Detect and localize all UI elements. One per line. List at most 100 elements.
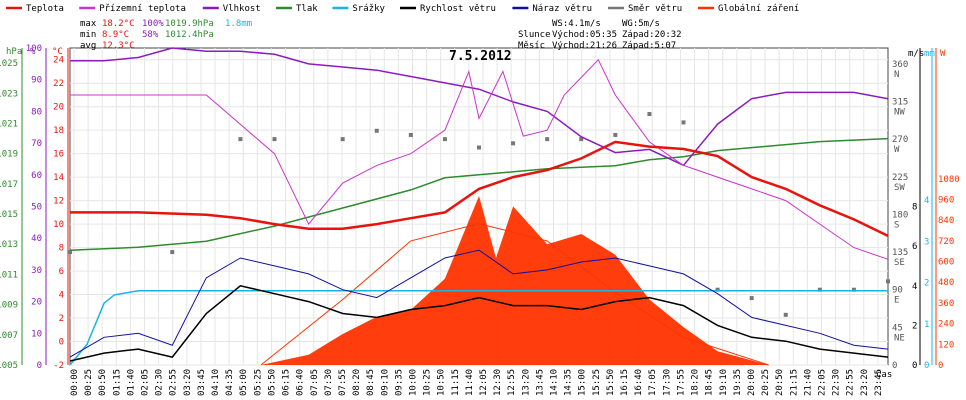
direction-tick-label: 135 (892, 248, 908, 258)
temperature-tick-label: 20 (53, 103, 64, 113)
wind-direction-point (647, 112, 652, 117)
pressure-tick-label: 1005 (0, 361, 18, 371)
chart-title: 7.5.2012 (449, 49, 512, 64)
radiation-tick-label: 120 (938, 340, 954, 350)
wind-axis-unit: m/s (908, 49, 924, 59)
x-tick-label: 14:35 (564, 369, 574, 396)
wind-direction-point (749, 296, 754, 301)
radiation-tick-label: 600 (938, 258, 954, 268)
stat-value: 1019.9hPa (165, 19, 214, 29)
legend-label: Teplota (26, 4, 64, 14)
direction-tick-label: 270 (892, 135, 908, 145)
x-tick-label: 14:10 (550, 369, 560, 396)
humidity-tick-label: 10 (31, 329, 42, 339)
temperature-tick-label: 8 (59, 244, 64, 254)
temperature-tick-label: -2 (53, 361, 64, 371)
stat-value: 18.2°C (102, 19, 135, 29)
radiation-tick-label: 480 (938, 278, 954, 288)
info-moonrise: Východ:21:26 (552, 41, 617, 51)
stat-value: 12.3°C (102, 41, 135, 51)
humidity-tick-label: 100 (26, 44, 42, 54)
x-tick-label: 08:45 (366, 369, 376, 396)
humidity-axis-unit: % (30, 47, 36, 57)
x-tick-label: 18:20 (691, 369, 701, 396)
rain-axis-unit: mm (924, 49, 935, 59)
temperature-tick-label: 4 (59, 291, 64, 301)
humidity-tick-label: 50 (31, 203, 42, 213)
x-tick-label: 02:55 (169, 369, 179, 396)
wind-direction-point (681, 120, 686, 125)
stat-label: avg (80, 41, 96, 51)
temperature-tick-label: 22 (53, 79, 64, 89)
rain-tick-label: 4 (924, 196, 929, 206)
direction-tick-label: 180 (892, 210, 908, 220)
x-tick-label: 02:05 (141, 369, 151, 396)
pressure-tick-label: 1025 (0, 59, 18, 69)
wind-direction-point (715, 287, 720, 292)
x-tick-label: 19:35 (733, 369, 743, 396)
x-tick-label: 10:25 (423, 369, 433, 396)
humidity-tick-label: 60 (31, 171, 42, 181)
wind-direction-point (783, 312, 788, 317)
pressure-tick-label: 1019 (0, 150, 18, 160)
legend-label: Srážky (352, 4, 385, 14)
x-tick-label: 19:10 (719, 369, 729, 396)
stat-value: 1012.4hPa (165, 30, 214, 40)
direction-name-label: S (894, 220, 899, 230)
radiation-area (260, 196, 769, 365)
x-tick-label: 22:55 (846, 369, 856, 396)
wind-direction-point (170, 250, 175, 255)
x-tick-label: 13:45 (535, 369, 545, 396)
temperature-tick-label: 16 (53, 150, 64, 160)
humidity-tick-label: 80 (31, 107, 42, 117)
legend-label: Globální záření (718, 4, 799, 14)
x-tick-label: 08:20 (352, 369, 362, 396)
info-ws: WS:4.1m/s (552, 19, 601, 29)
x-tick-label: 09:10 (380, 369, 390, 396)
radiation-tick-label: 0 (938, 361, 943, 371)
x-tick-label: 18:45 (705, 369, 715, 396)
x-axis-label: čas (876, 369, 892, 380)
x-tick-label: 02:30 (155, 369, 165, 396)
ground-temperature-line (70, 58, 889, 260)
x-tick-label: 12:30 (493, 369, 503, 396)
info-sunrise: Východ:05:35 (552, 30, 617, 40)
wind-direction-point (579, 137, 584, 142)
temperature-line (70, 140, 889, 238)
radiation-tick-label: 840 (938, 216, 954, 226)
direction-name-label: NW (894, 107, 905, 117)
temperature-tick-label: 14 (53, 173, 64, 183)
wind-direction-point (886, 279, 890, 284)
rain-tick-label: 3 (924, 237, 929, 247)
wind-direction-point (272, 137, 277, 142)
x-tick-label: 07:30 (324, 369, 334, 396)
pressure-tick-label: 1007 (0, 331, 18, 341)
direction-name-label: W (894, 145, 900, 155)
humidity-tick-label: 40 (31, 234, 42, 244)
legend-label: Rychlost větru (420, 4, 496, 14)
x-tick-label: 04:10 (211, 369, 221, 396)
pressure-line (69, 137, 889, 252)
radiation-tick-label: 960 (938, 195, 954, 205)
humidity-tick-label: 30 (31, 266, 42, 276)
rain-tick-label: 0 (924, 361, 929, 371)
radiation-theoretical-line (260, 223, 769, 366)
radiation-tick-label: 360 (938, 299, 954, 309)
temperature-tick-label: 18 (53, 126, 64, 136)
stat-value: 58% (142, 30, 159, 40)
wind-tick-label: 6 (912, 242, 917, 252)
wind-direction-point (68, 250, 72, 255)
x-tick-label: 10:50 (437, 369, 447, 396)
x-tick-label: 05:00 (239, 369, 249, 396)
x-tick-label: 11:15 (451, 369, 461, 396)
direction-tick-label: 45 (892, 323, 903, 333)
x-tick-label: 20:50 (775, 369, 785, 396)
x-tick-label: 22:30 (832, 369, 842, 396)
temperature-tick-label: 6 (59, 267, 64, 277)
wind-speed-line (69, 284, 889, 362)
humidity-tick-label: 70 (31, 139, 42, 149)
pressure-tick-label: 1011 (0, 270, 18, 280)
pressure-tick-label: 1015 (0, 210, 18, 220)
